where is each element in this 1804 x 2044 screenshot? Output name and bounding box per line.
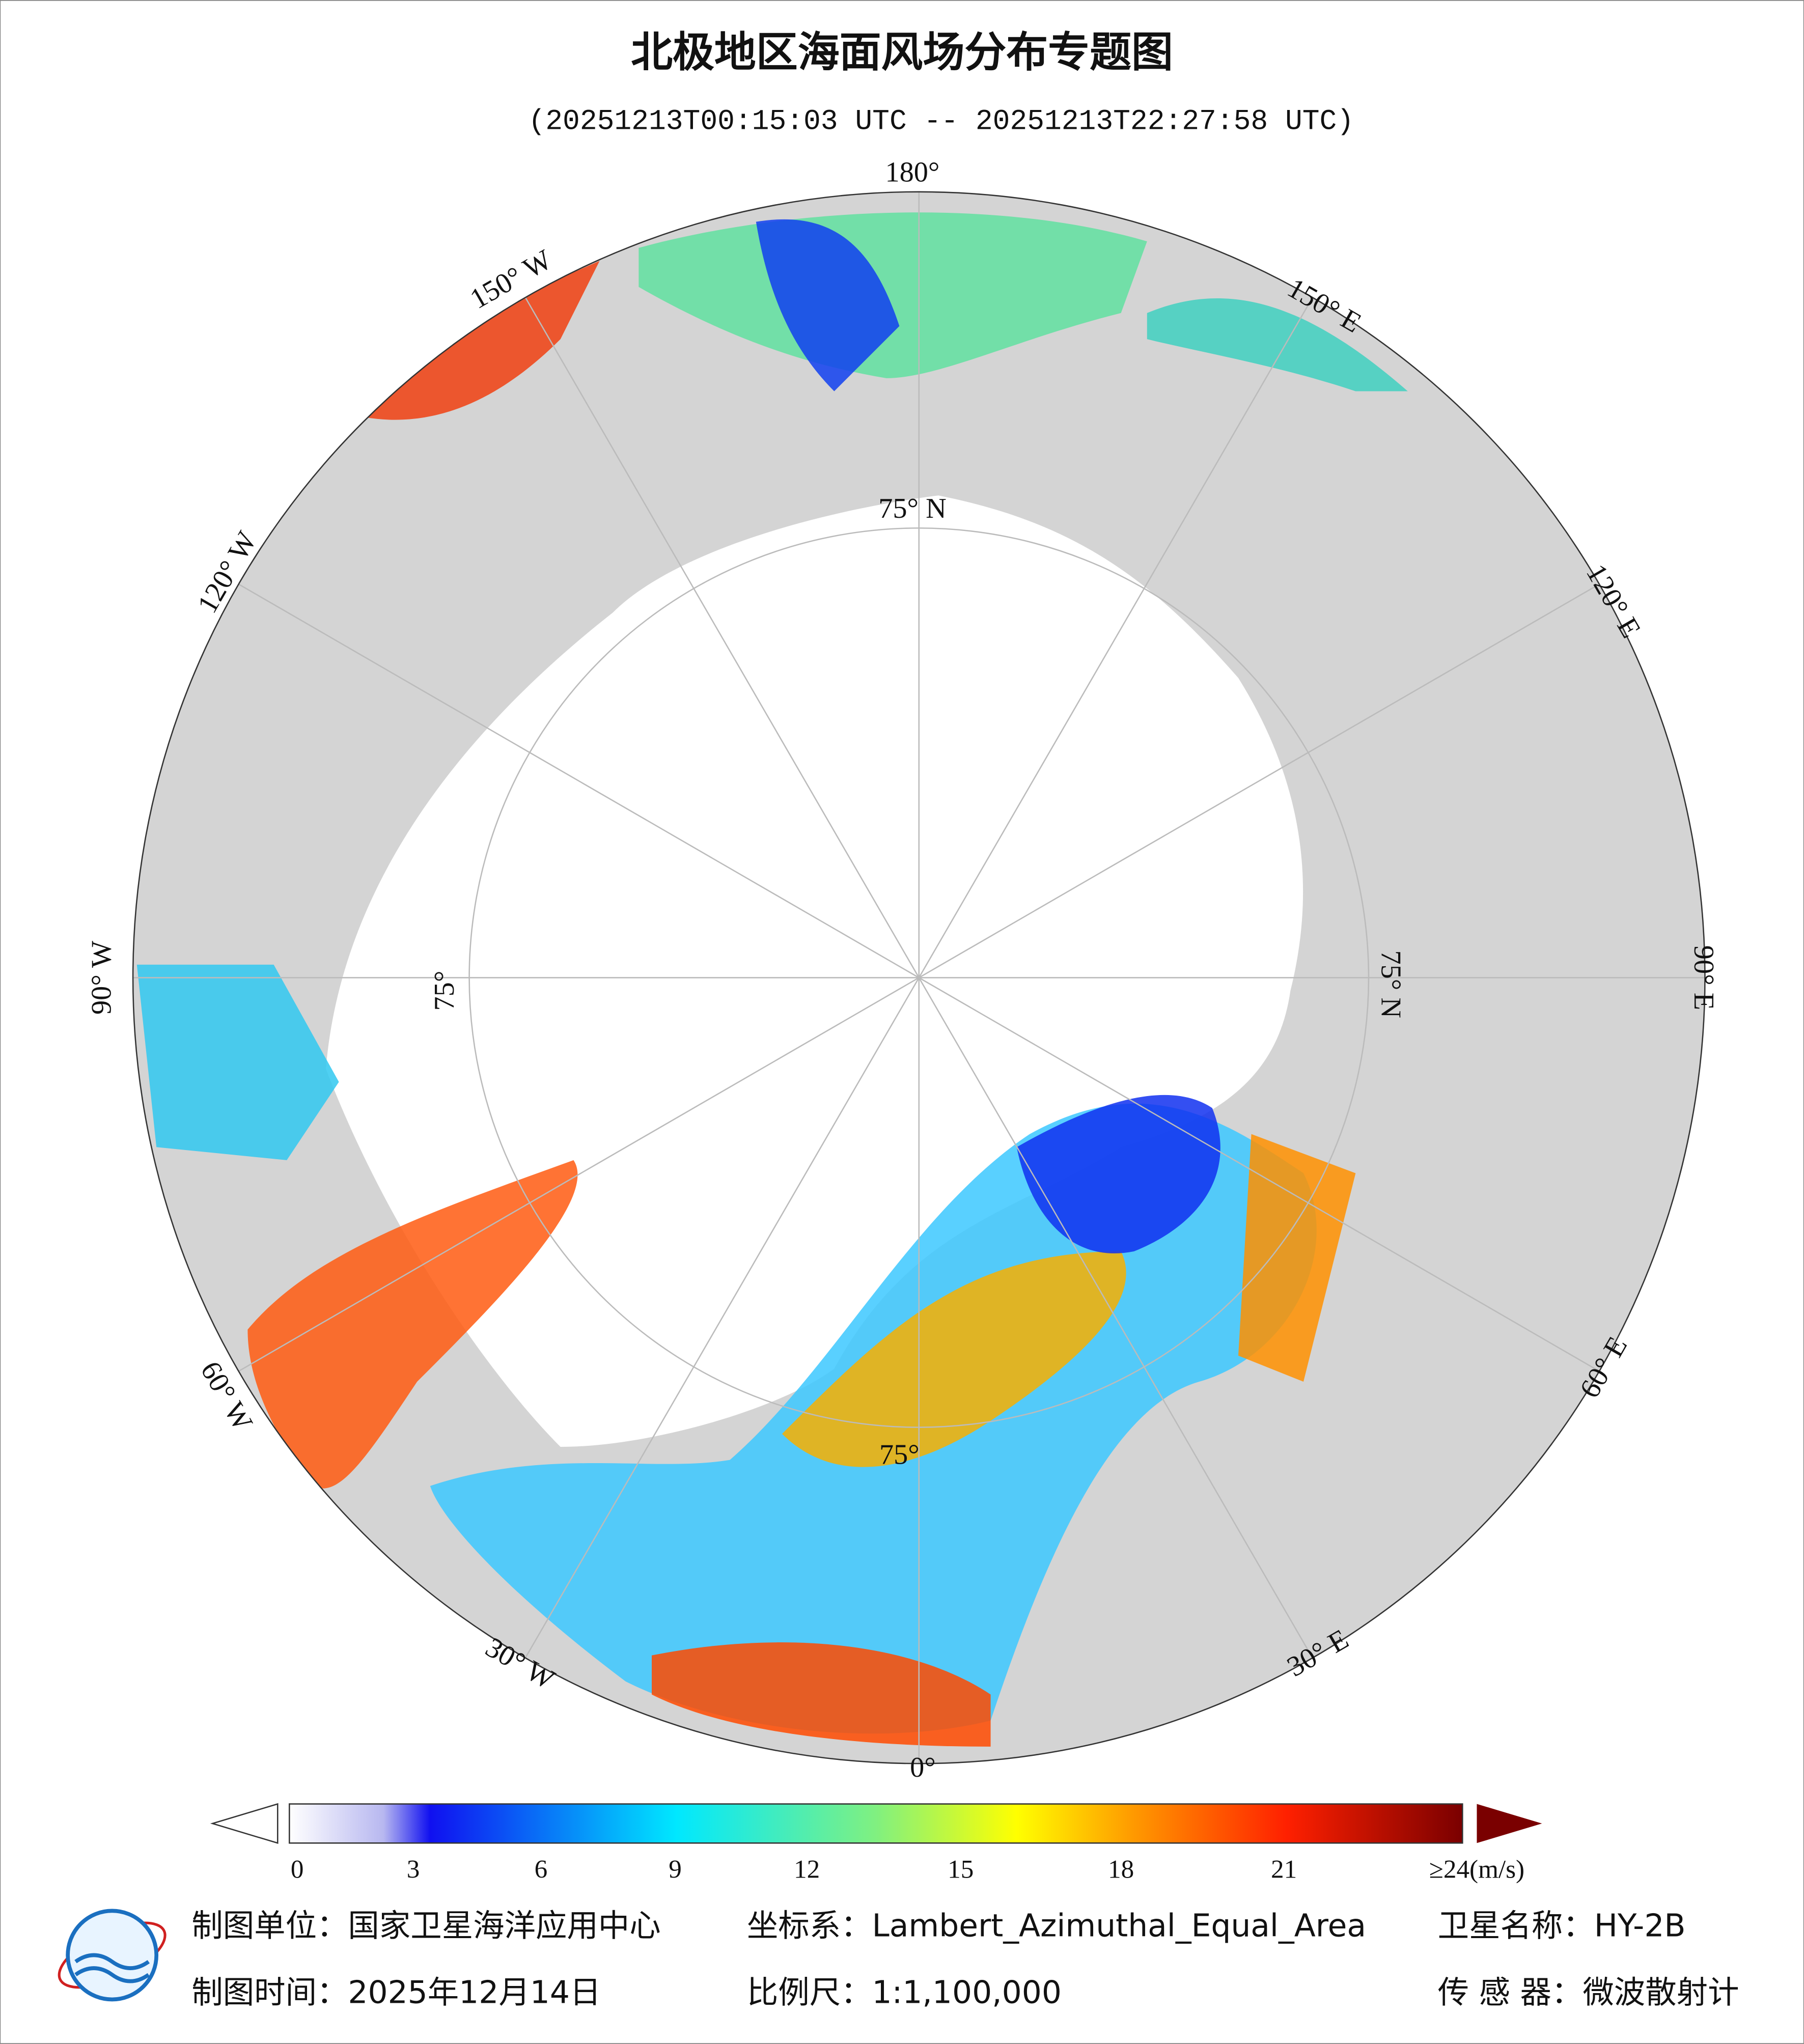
- colorbar-tick-label: 15: [948, 1855, 974, 1884]
- title: 北极地区海面风场分布专题图: [631, 28, 1173, 76]
- lon-label: 0°: [910, 1752, 936, 1783]
- wind-field: [1016, 1095, 1220, 1254]
- logo: [58, 1909, 166, 2002]
- wind-field: [136, 964, 339, 1160]
- colorbar-tick-label: 6: [535, 1855, 548, 1884]
- sea-ice: [325, 495, 1303, 1447]
- lat-label: 75° N: [1375, 950, 1406, 1018]
- colorbar-max-label: ≥24(m/s): [1429, 1855, 1524, 1884]
- footer-info: 传 感 器：微波散射计: [1438, 1974, 1739, 2010]
- lat-label: 75°: [429, 971, 460, 1011]
- wind-field: [1238, 1134, 1356, 1382]
- lat-label: 75° N: [878, 493, 947, 524]
- footer-info: 卫星名称：HY-2B: [1438, 1908, 1686, 1944]
- colorbar-tick-label: 3: [407, 1855, 420, 1884]
- colorbar-tick-label: 12: [794, 1855, 820, 1884]
- colorbar-tick-label: 21: [1271, 1855, 1297, 1884]
- wind-field: [1147, 298, 1408, 391]
- graticule: [133, 191, 1705, 1764]
- colorbar-bar: [289, 1803, 1463, 1844]
- colorbar-tick-label: 0: [291, 1855, 304, 1884]
- map-border: [132, 191, 1706, 1765]
- subtitle: (20251213T00:15:03 UTC -- 20251213T22:27…: [528, 105, 1354, 137]
- colorbar-max-arrow: [1477, 1804, 1542, 1843]
- map-content: [133, 191, 1705, 1764]
- map: 180° 150° W 120° W 90° W 60° W 30° W 0° …: [86, 156, 1719, 1783]
- footer-info: 坐标系：Lambert_Azimuthal_Equal_Area: [747, 1908, 1366, 1944]
- lon-label: 180°: [885, 156, 939, 188]
- colorbar: 0 3 6 9 12 15 18 21 ≥24(m/s): [210, 1803, 1542, 1884]
- wind-field: [782, 1251, 1126, 1467]
- colorbar-ticks: 0 3 6 9 12 15 18 21: [291, 1855, 1297, 1884]
- footer-info: 制图时间：2025年12月14日: [191, 1974, 601, 2010]
- colorbar-tick-label: 9: [669, 1855, 682, 1884]
- lat-label: 75°: [879, 1439, 920, 1470]
- lon-label: 90° W: [86, 940, 118, 1015]
- wind-field: [247, 1160, 578, 1489]
- lon-label: 90° E: [1688, 945, 1719, 1010]
- wind-field: [365, 261, 600, 420]
- wind-field: [756, 219, 900, 391]
- wind-field: [651, 1642, 991, 1747]
- footer-info: 比例尺：1:1,100,000: [747, 1974, 1062, 2010]
- colorbar-min-arrow: [210, 1803, 279, 1844]
- footer-info: 制图单位：国家卫星海洋应用中心: [191, 1908, 660, 1944]
- colorbar-tick-label: 18: [1108, 1855, 1134, 1884]
